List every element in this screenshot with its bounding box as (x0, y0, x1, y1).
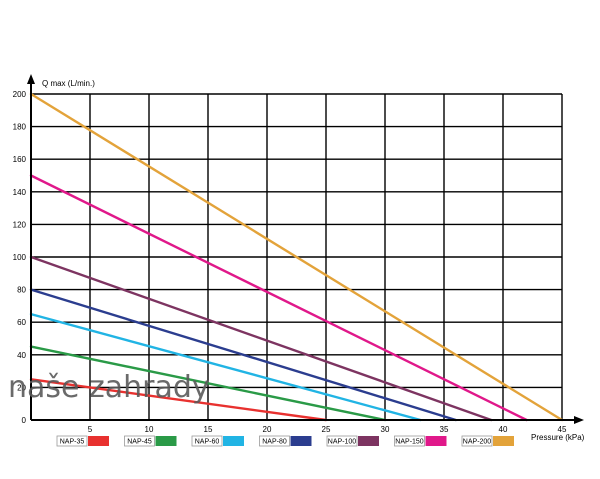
series-line-nap-100 (29, 255, 493, 422)
y-tick-label: 0 (22, 416, 27, 425)
y-tick-label: 60 (17, 318, 26, 327)
legend-item-nap-150: NAP-150 (394, 435, 447, 447)
x-tick-label: 45 (558, 425, 567, 434)
x-tick-label: 40 (499, 425, 508, 434)
x-tick-label: 25 (322, 425, 331, 434)
legend-label: NAP-60 (195, 439, 220, 446)
x-tick-label: 15 (204, 425, 213, 434)
series-line-nap-45 (29, 345, 387, 422)
y-axis-arrow (27, 74, 35, 84)
x-axis-label: Pressure (kPa) (531, 433, 585, 442)
legend-swatch (358, 436, 379, 446)
legend-label-box (326, 435, 358, 447)
legend-item-nap-200: NAP-200 (461, 435, 514, 447)
y-axis-label: Q max (L/min.) (42, 79, 95, 88)
y-tick-label: 20 (17, 383, 26, 392)
legend-label-box (191, 435, 223, 447)
legend-label-box (124, 435, 155, 447)
series-line-nap-200 (29, 92, 564, 422)
y-tick-label: 160 (13, 155, 27, 164)
series-line-nap-150 (29, 174, 528, 422)
watermark-text: naše zahrady (8, 370, 210, 405)
legend-item-nap-80: NAP-80 (259, 435, 312, 447)
legend-label: NAP-200 (463, 439, 492, 446)
y-tick-label: 100 (13, 253, 27, 262)
x-tick-label: 5 (88, 425, 93, 434)
x-tick-label: 10 (145, 425, 154, 434)
legend-label: NAP-80 (262, 439, 287, 446)
y-tick-label: 180 (13, 123, 27, 132)
legend-item-nap-60: NAP-60 (191, 435, 244, 447)
axes (27, 74, 584, 424)
legend-item-nap-35: NAP-35 (56, 435, 109, 447)
legend-label-box (56, 435, 88, 447)
y-tick-label: 140 (13, 188, 27, 197)
series-line-nap-60 (29, 312, 422, 422)
x-tick-label: 30 (381, 425, 390, 434)
y-tick-label: 80 (17, 286, 26, 295)
legend-swatch (155, 436, 177, 446)
legend-swatch (493, 436, 514, 446)
series-line-nap-80 (29, 288, 457, 422)
legend: NAP-35 NAP-45 NAP-60 NAP-80 NAP-100 NAP-150 NA… (56, 435, 514, 447)
legend-label-box (259, 435, 290, 447)
legend-label: NAP-45 (127, 439, 152, 446)
legend-label-box (394, 435, 425, 447)
x-axis-arrow (574, 416, 584, 424)
legend-label-box (461, 435, 493, 447)
x-tick-label: 20 (263, 425, 272, 434)
legend-label: NAP-35 (60, 439, 85, 446)
series-lines (29, 92, 564, 422)
legend-label: NAP-100 (328, 439, 357, 446)
legend-item-nap-45: NAP-45 (124, 435, 177, 447)
legend-swatch (88, 436, 109, 446)
x-tick-label: 35 (440, 425, 449, 434)
legend-swatch (425, 436, 447, 446)
y-tick-label: 120 (13, 220, 27, 229)
y-tick-label: 200 (13, 90, 27, 99)
legend-swatch (290, 436, 312, 446)
y-tick-label: 40 (17, 351, 26, 360)
tick-labels: 0 20 40 60 80 100 120 140 160 180 200 5 10 15 20 25 30 35… (13, 90, 567, 434)
legend-label: NAP-150 (395, 439, 424, 446)
legend-item-nap-100: NAP-100 (326, 435, 379, 447)
series-line-nap-35 (29, 378, 328, 422)
legend-swatch (223, 436, 244, 446)
